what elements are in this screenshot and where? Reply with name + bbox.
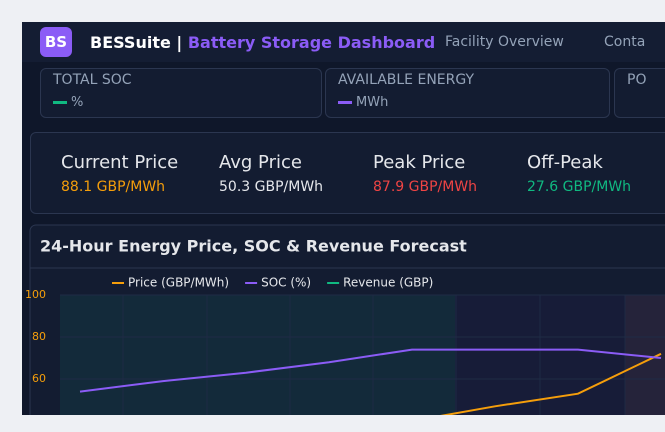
logo: BS — [40, 27, 72, 57]
stat-label: PO — [627, 72, 647, 88]
price-label: Off-Peak — [527, 152, 603, 173]
price-value: 88.1 GBP/MWh — [61, 179, 166, 195]
series-line — [440, 352, 662, 415]
brand: BESSuite | Battery Storage Dashboard — [90, 33, 435, 52]
nav-link[interactable]: Facility Overview — [445, 34, 564, 50]
stat-value: MWh — [338, 95, 388, 110]
navbar: BS BESSuite | Battery Storage Dashboard … — [22, 22, 665, 62]
legend-label: SOC (%) — [261, 276, 311, 290]
price-label: Avg Price — [219, 152, 302, 173]
chart: 24-Hour Energy Price, SOC & Revenue Fore… — [25, 224, 665, 415]
price-value: 50.3 GBP/MWh — [219, 179, 324, 195]
series-line — [79, 348, 662, 393]
price-label: Peak Price — [373, 152, 466, 173]
legend-dash — [53, 101, 67, 104]
stat-label: AVAILABLE ENERGY — [338, 72, 475, 88]
stat-value: % — [53, 95, 83, 110]
brand-name: BESSuite | — [90, 33, 183, 52]
legend-label: Price (GBP/MWh) — [128, 276, 229, 290]
y-tick-label: 100 — [25, 288, 46, 301]
price-value: 87.9 GBP/MWh — [373, 179, 478, 195]
legend-dash — [338, 101, 352, 104]
dashboard: BS BESSuite | Battery Storage Dashboard … — [22, 22, 665, 415]
price-card: Current Price 88.1 GBP/MWh Avg Price 50.… — [30, 132, 665, 214]
y-tick-label: 60 — [32, 372, 46, 385]
stat-card: AVAILABLE ENERGY MWh — [325, 68, 610, 118]
brand-subtitle: Battery Storage Dashboard — [187, 33, 436, 52]
zone — [60, 295, 455, 415]
stat-unit: MWh — [356, 95, 389, 110]
stat-label: TOTAL SOC — [53, 72, 132, 88]
stat-unit: % — [71, 95, 84, 110]
legend-label: Revenue (GBP) — [343, 276, 433, 290]
price-label: Current Price — [61, 152, 179, 173]
stat-card: TOTAL SOC % — [40, 68, 322, 118]
chart-title: 24-Hour Energy Price, SOC & Revenue Fore… — [40, 237, 467, 256]
v-grid — [122, 295, 626, 415]
stat-card: PO — [614, 68, 665, 118]
price-value: 27.6 GBP/MWh — [527, 179, 632, 195]
nav-link[interactable]: Conta — [604, 34, 646, 50]
y-tick-label: 80 — [32, 330, 46, 343]
